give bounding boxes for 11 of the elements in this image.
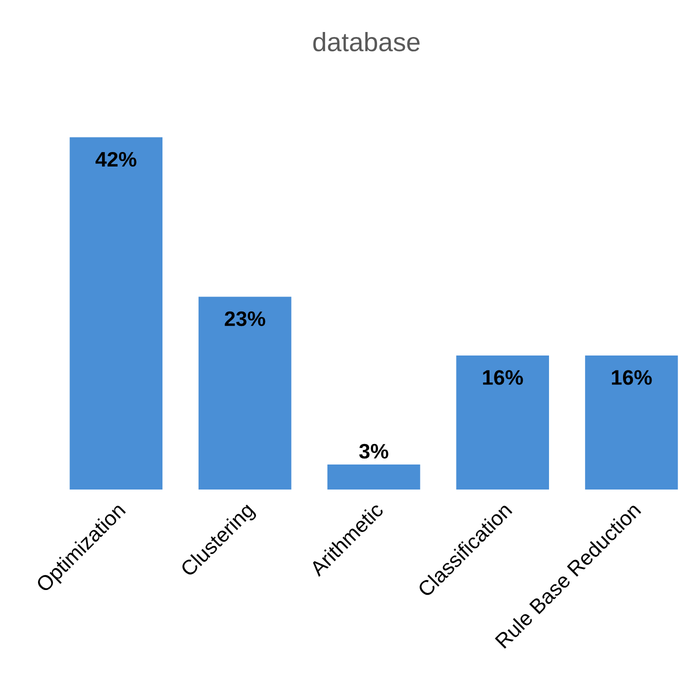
bar: [456, 355, 550, 490]
data-label: 3%: [359, 444, 388, 459]
data-label: 23%: [224, 311, 266, 326]
data-label: 16%: [612, 370, 652, 385]
bar: [585, 355, 678, 490]
bar: [198, 296, 292, 490]
data-label: 16%: [483, 370, 523, 385]
chart-title: database: [313, 32, 420, 52]
bar: [327, 464, 420, 490]
bar: [70, 137, 162, 490]
data-label: 42%: [96, 152, 136, 167]
